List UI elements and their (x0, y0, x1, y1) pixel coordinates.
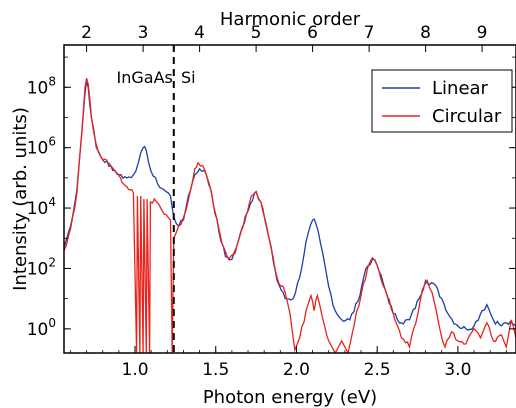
x-axis-title: Photon energy (eV) (203, 387, 377, 408)
top-tick-label: 5 (251, 23, 262, 43)
top-tick-label: 3 (138, 23, 149, 43)
x-tick-label: 1.5 (202, 360, 229, 380)
x-tick-label: 2.5 (364, 360, 391, 380)
y-axis-title: Intensity (arb. units) (10, 107, 31, 291)
y-tick-label: 106 (27, 135, 56, 159)
series-layer (64, 78, 516, 353)
top-axis-title: Harmonic order (220, 9, 361, 30)
top-tick-label: 8 (420, 23, 431, 43)
legend-box (371, 69, 513, 133)
top-tick-label: 7 (364, 23, 375, 43)
series-line-linear (64, 81, 516, 331)
annotation-ingaas: InGaAs (117, 68, 173, 87)
top-tick-label: 6 (307, 23, 318, 43)
x-tick-label: 2.0 (283, 360, 310, 380)
ticks-layer: 1.0 1.5 2.0 2.5 3.0 2 3 4 5 6 7 8 9 100 102 104 106 108 (27, 23, 516, 380)
top-tick-label: 4 (194, 23, 205, 43)
top-tick-label: 2 (81, 23, 92, 43)
y-tick-label: 100 (27, 316, 56, 340)
y-tick-label: 104 (27, 195, 56, 219)
legend: Linear Circular (371, 69, 513, 133)
annotation-si: Si (181, 68, 196, 87)
x-tick-label: 3.0 (444, 360, 471, 380)
legend-label-linear: Linear (432, 78, 489, 99)
series-line-circular (64, 78, 516, 353)
x-tick-label: 1.0 (122, 360, 149, 380)
plot-frame (63, 44, 516, 354)
legend-label-circular: Circular (432, 106, 502, 127)
top-tick-label: 9 (477, 23, 488, 43)
y-tick-label: 102 (27, 255, 56, 279)
y-tick-label: 108 (27, 74, 56, 98)
